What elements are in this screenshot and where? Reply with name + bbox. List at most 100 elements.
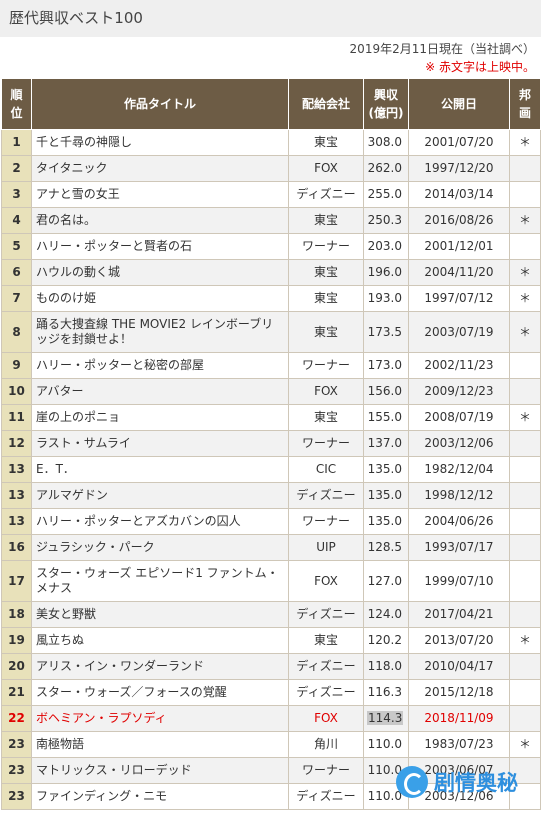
gross-cell: 128.5 bbox=[363, 534, 409, 561]
distributor-cell: ディズニー bbox=[288, 783, 364, 810]
domestic-flag-cell bbox=[509, 560, 541, 602]
rank-cell: 12 bbox=[1, 430, 32, 457]
domestic-flag-cell: ＊ bbox=[509, 259, 541, 286]
table-row: 16 ジュラシック・パーク UIP 128.5 1993/07/17 bbox=[1, 534, 541, 561]
table-header-row: 順位 作品タイトル 配給会社 興収 (億円) 公開日 邦画 bbox=[1, 78, 541, 130]
release-date-cell: 2014/03/14 bbox=[408, 181, 510, 208]
gross-cell: 308.0 bbox=[363, 129, 409, 156]
rank-cell: 22 bbox=[1, 705, 32, 732]
table-row: 9 ハリー・ポッターと秘密の部屋 ワーナー 173.0 2002/11/23 bbox=[1, 352, 541, 379]
domestic-flag-cell bbox=[509, 679, 541, 706]
rank-cell: 17 bbox=[1, 560, 32, 602]
gross-cell: 155.0 bbox=[363, 404, 409, 431]
release-date-cell: 1993/07/17 bbox=[408, 534, 510, 561]
release-date-cell: 2003/06/07 bbox=[408, 757, 510, 784]
rank-cell: 13 bbox=[1, 508, 32, 535]
release-date-cell: 2002/11/23 bbox=[408, 352, 510, 379]
title-cell: もののけ姫 bbox=[31, 285, 289, 312]
distributor-cell: 東宝 bbox=[288, 129, 364, 156]
title-cell: アバター bbox=[31, 378, 289, 405]
domestic-flag-cell bbox=[509, 757, 541, 784]
rank-cell: 23 bbox=[1, 731, 32, 758]
title-cell: アルマゲドン bbox=[31, 482, 289, 509]
release-date-cell: 1999/07/10 bbox=[408, 560, 510, 602]
rank-cell: 20 bbox=[1, 653, 32, 680]
distributor-cell: 東宝 bbox=[288, 627, 364, 654]
distributor-cell: ディズニー bbox=[288, 181, 364, 208]
gross-cell: 262.0 bbox=[363, 155, 409, 182]
release-date-cell: 2003/07/19 bbox=[408, 311, 510, 353]
domestic-flag-cell: ＊ bbox=[509, 311, 541, 353]
rank-cell: 13 bbox=[1, 456, 32, 483]
table-row: 13 アルマゲドン ディズニー 135.0 1998/12/12 bbox=[1, 482, 541, 509]
rank-cell: 2 bbox=[1, 155, 32, 182]
rank-cell: 23 bbox=[1, 783, 32, 810]
title-cell: ボヘミアン・ラプソディ bbox=[31, 705, 289, 732]
domestic-flag-cell bbox=[509, 783, 541, 810]
distributor-cell: ワーナー bbox=[288, 508, 364, 535]
gross-cell: 193.0 bbox=[363, 285, 409, 312]
rank-cell: 13 bbox=[1, 482, 32, 509]
distributor-cell: CIC bbox=[288, 456, 364, 483]
distributor-cell: ディズニー bbox=[288, 653, 364, 680]
header-distributor: 配給会社 bbox=[288, 78, 364, 130]
ranking-table: 順位 作品タイトル 配給会社 興収 (億円) 公開日 邦画 1 千と千尋の神隠し 東宝… bbox=[1, 78, 541, 810]
table-row: 21 スター・ウォーズ／フォースの覚醒 ディズニー 116.3 2015/12/18 bbox=[1, 679, 541, 706]
rank-cell: 23 bbox=[1, 757, 32, 784]
domestic-flag-cell: ＊ bbox=[509, 731, 541, 758]
domestic-flag-cell bbox=[509, 155, 541, 182]
domestic-flag-cell bbox=[509, 352, 541, 379]
distributor-cell: ワーナー bbox=[288, 233, 364, 260]
table-row: 3 アナと雪の女王 ディズニー 255.0 2014/03/14 bbox=[1, 181, 541, 208]
gross-cell: 110.0 bbox=[363, 731, 409, 758]
rank-cell: 10 bbox=[1, 378, 32, 405]
title-cell: 千と千尋の神隠し bbox=[31, 129, 289, 156]
domestic-flag-cell bbox=[509, 378, 541, 405]
rank-cell: 21 bbox=[1, 679, 32, 706]
distributor-cell: ワーナー bbox=[288, 430, 364, 457]
table-row: 20 アリス・イン・ワンダーランド ディズニー 118.0 2010/04/17 bbox=[1, 653, 541, 680]
distributor-cell: 東宝 bbox=[288, 259, 364, 286]
release-date-cell: 2017/04/21 bbox=[408, 601, 510, 628]
rank-cell: 18 bbox=[1, 601, 32, 628]
rank-cell: 11 bbox=[1, 404, 32, 431]
gross-cell: 255.0 bbox=[363, 181, 409, 208]
title-cell: ハウルの動く城 bbox=[31, 259, 289, 286]
gross-cell: 118.0 bbox=[363, 653, 409, 680]
rank-cell: 3 bbox=[1, 181, 32, 208]
distributor-cell: ワーナー bbox=[288, 757, 364, 784]
gross-cell: 120.2 bbox=[363, 627, 409, 654]
release-date-cell: 2018/11/09 bbox=[408, 705, 510, 732]
table-row: 13 E．T． CIC 135.0 1982/12/04 bbox=[1, 456, 541, 483]
domestic-flag-cell: ＊ bbox=[509, 129, 541, 156]
distributor-cell: 東宝 bbox=[288, 311, 364, 353]
title-cell: 踊る大捜査線 THE MOVIE2 レインボーブリッジを封鎖せよ！ bbox=[31, 311, 289, 353]
title-cell: ハリー・ポッターと賢者の石 bbox=[31, 233, 289, 260]
release-date-cell: 2003/12/06 bbox=[408, 430, 510, 457]
release-date-cell: 2013/07/20 bbox=[408, 627, 510, 654]
table-row: 4 君の名は。 東宝 250.3 2016/08/26 ＊ bbox=[1, 207, 541, 234]
domestic-flag-cell bbox=[509, 181, 541, 208]
gross-cell: 173.5 bbox=[363, 311, 409, 353]
domestic-flag-cell bbox=[509, 508, 541, 535]
domestic-flag-cell bbox=[509, 534, 541, 561]
table-row: 23 南極物語 角川 110.0 1983/07/23 ＊ bbox=[1, 731, 541, 758]
domestic-flag-cell: ＊ bbox=[509, 207, 541, 234]
table-row: 5 ハリー・ポッターと賢者の石 ワーナー 203.0 2001/12/01 bbox=[1, 233, 541, 260]
domestic-flag-cell bbox=[509, 456, 541, 483]
release-date-cell: 2008/07/19 bbox=[408, 404, 510, 431]
distributor-cell: FOX bbox=[288, 560, 364, 602]
distributor-cell: ディズニー bbox=[288, 482, 364, 509]
title-cell: ハリー・ポッターと秘密の部屋 bbox=[31, 352, 289, 379]
domestic-flag-cell bbox=[509, 653, 541, 680]
gross-cell: 124.0 bbox=[363, 601, 409, 628]
gross-cell: 156.0 bbox=[363, 378, 409, 405]
table-row: 17 スター・ウォーズ エピソード1 ファントム・メナス FOX 127.0 1999/… bbox=[1, 560, 541, 602]
distributor-cell: 東宝 bbox=[288, 207, 364, 234]
red-text-note: ※ 赤文字は上映中。 bbox=[425, 60, 535, 74]
domestic-flag-cell bbox=[509, 601, 541, 628]
rank-cell: 6 bbox=[1, 259, 32, 286]
rank-cell: 1 bbox=[1, 129, 32, 156]
gross-cell: 127.0 bbox=[363, 560, 409, 602]
title-cell: マトリックス・リローデッド bbox=[31, 757, 289, 784]
